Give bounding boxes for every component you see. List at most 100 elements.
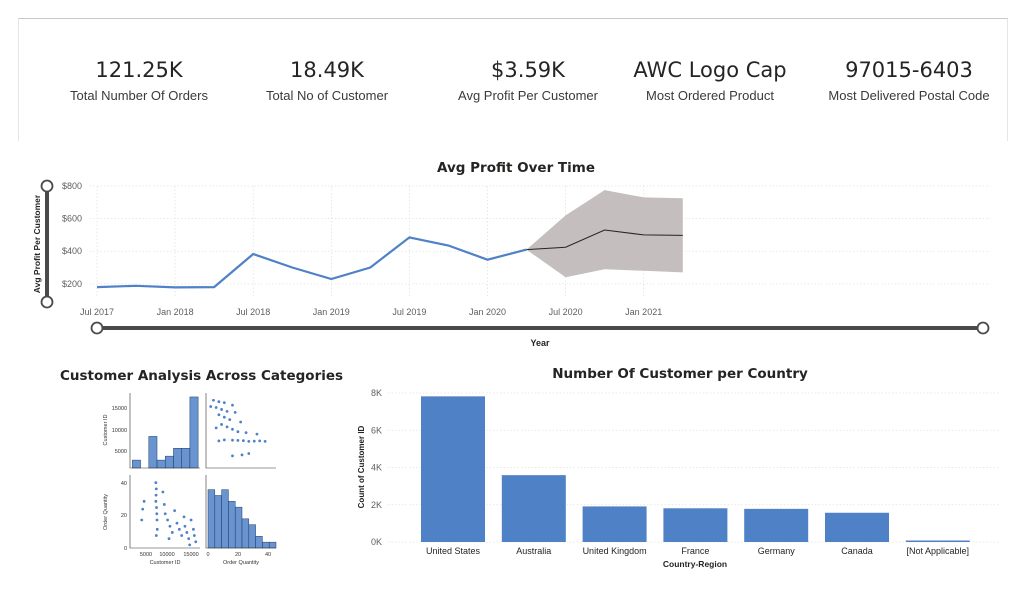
scatter-point — [247, 439, 251, 443]
x-range-slider-handle-left[interactable] — [90, 321, 104, 335]
bar-chart-y-label: Count of Customer ID — [357, 425, 366, 508]
scatter-point — [185, 531, 189, 534]
scatter-point — [154, 493, 158, 497]
customer-id-histogram — [132, 396, 199, 469]
scatter-point — [214, 426, 218, 430]
line-chart-title: Avg Profit Over Time — [437, 160, 595, 176]
scatter-point — [252, 439, 256, 443]
x-tick-label: Jan 2020 — [469, 307, 506, 317]
scatter-point — [214, 406, 218, 409]
scatter-point — [155, 512, 159, 516]
x-range-slider-handle-right[interactable] — [976, 321, 990, 335]
scatter-point — [212, 398, 215, 402]
kpi-label: Most Delivered Postal Code — [828, 88, 990, 103]
scatter-point — [192, 527, 195, 531]
scatter-point — [258, 439, 262, 443]
x-tick-label: France — [681, 546, 709, 556]
y-tick-label: 4K — [371, 463, 382, 473]
bar-united-states[interactable] — [421, 396, 485, 542]
pairplot-y-label: Order Quantity — [103, 494, 109, 530]
y-range-slider-handle-top[interactable] — [40, 179, 54, 193]
scatter-customer-id-vs-order-qty — [140, 481, 198, 547]
scatter-point — [140, 518, 144, 522]
bar-united-kingdom[interactable] — [582, 506, 647, 542]
scatter-point — [209, 405, 213, 408]
scatter-point — [244, 431, 248, 435]
scatter-point — [167, 537, 171, 541]
bar-canada[interactable] — [825, 512, 889, 542]
kpi-label: Avg Profit Per Customer — [458, 88, 598, 103]
scatter-point — [222, 401, 226, 405]
y-tick-label: $200 — [62, 279, 82, 289]
y-range-slider-handle-bottom[interactable] — [40, 295, 54, 309]
bar-chart-title: Number Of Customer per Country — [552, 366, 808, 382]
pairplot-tick: 0 — [124, 546, 127, 552]
scatter-point — [222, 438, 226, 442]
x-tick-label: Germany — [758, 546, 796, 556]
pairplot[interactable]: 15000 10000 5000 40 20 0 5000 10000 1500… — [95, 388, 285, 573]
scatter-point — [155, 506, 158, 509]
bar-france[interactable] — [663, 508, 728, 542]
x-tick-label: Australia — [516, 546, 551, 556]
x-tick-label: [Not Applicable] — [907, 546, 970, 556]
pairplot-tick: 20 — [235, 552, 241, 558]
scatter-point — [233, 410, 237, 414]
scatter-point — [247, 452, 251, 455]
scatter-point — [154, 481, 158, 485]
scatter-point — [192, 534, 196, 537]
x-tick-label: Jul 2017 — [80, 307, 114, 317]
scatter-point — [220, 408, 223, 411]
scatter-point — [154, 534, 158, 537]
scatter-point — [162, 503, 166, 506]
y-tick-label: 8K — [371, 388, 382, 398]
kpi-avg-profit[interactable]: $3.59K Avg Profit Per Customer — [428, 57, 628, 103]
bar-germany[interactable] — [744, 508, 809, 542]
x-tick-label: Canada — [841, 546, 873, 556]
pairplot-tick: 20 — [121, 513, 127, 519]
scatter-point — [141, 507, 145, 511]
line-chart-y-label: Avg Profit Per Customer — [32, 194, 42, 293]
kpi-total-customers[interactable]: 18.49K Total No of Customer — [227, 57, 427, 103]
pairplot-x-label: Order Quantity — [223, 560, 259, 566]
scatter-point — [194, 540, 198, 544]
kpi-value: 97015-6403 — [845, 58, 973, 82]
pairplot-tick: 40 — [265, 552, 271, 558]
kpi-postal-code[interactable]: 97015-6403 Most Delivered Postal Code — [809, 57, 1009, 103]
kpi-total-orders[interactable]: 121.25K Total Number Of Orders — [39, 57, 239, 103]
kpi-value: $3.59K — [491, 58, 565, 82]
forecast-line — [526, 229, 683, 251]
pairplot-x-label: Customer ID — [150, 560, 181, 566]
scatter-point — [155, 527, 159, 531]
x-tick-label: United States — [426, 546, 481, 556]
scatter-point — [168, 524, 172, 528]
kpi-value: AWC Logo Cap — [633, 58, 787, 82]
avg-profit-line[interactable] — [96, 236, 527, 289]
pairplot-axis-frame — [129, 475, 200, 549]
x-tick-label: Jul 2019 — [392, 307, 426, 317]
x-tick-label: Jul 2018 — [236, 307, 270, 317]
pairplot-axis-frame — [129, 393, 200, 469]
scatter-point — [225, 409, 229, 413]
scatter-point — [217, 439, 221, 443]
scatter-point — [231, 403, 234, 407]
x-tick-label: Jan 2021 — [625, 307, 662, 317]
scatter-point — [231, 438, 234, 442]
x-tick-label: Jul 2020 — [549, 307, 583, 317]
scatter-point — [183, 524, 187, 528]
kpi-most-ordered-product[interactable]: AWC Logo Cap Most Ordered Product — [610, 57, 810, 103]
scatter-point — [241, 439, 245, 443]
y-tick-label: 2K — [371, 500, 382, 510]
bar-australia[interactable] — [501, 475, 566, 542]
bar-not-applicable[interactable] — [905, 540, 970, 543]
scatter-point — [173, 509, 177, 513]
scatter-point — [217, 413, 221, 417]
kpi-panel: 121.25K Total Number Of Orders 18.49K To… — [18, 18, 1008, 141]
scatter-point — [187, 537, 191, 541]
pairplot-tick: 5000 — [115, 449, 127, 455]
scatter-point — [163, 512, 167, 516]
pairplot-tick: 10000 — [112, 428, 127, 434]
scatter-point — [154, 487, 158, 491]
pairplot-tick: 10000 — [159, 552, 174, 558]
